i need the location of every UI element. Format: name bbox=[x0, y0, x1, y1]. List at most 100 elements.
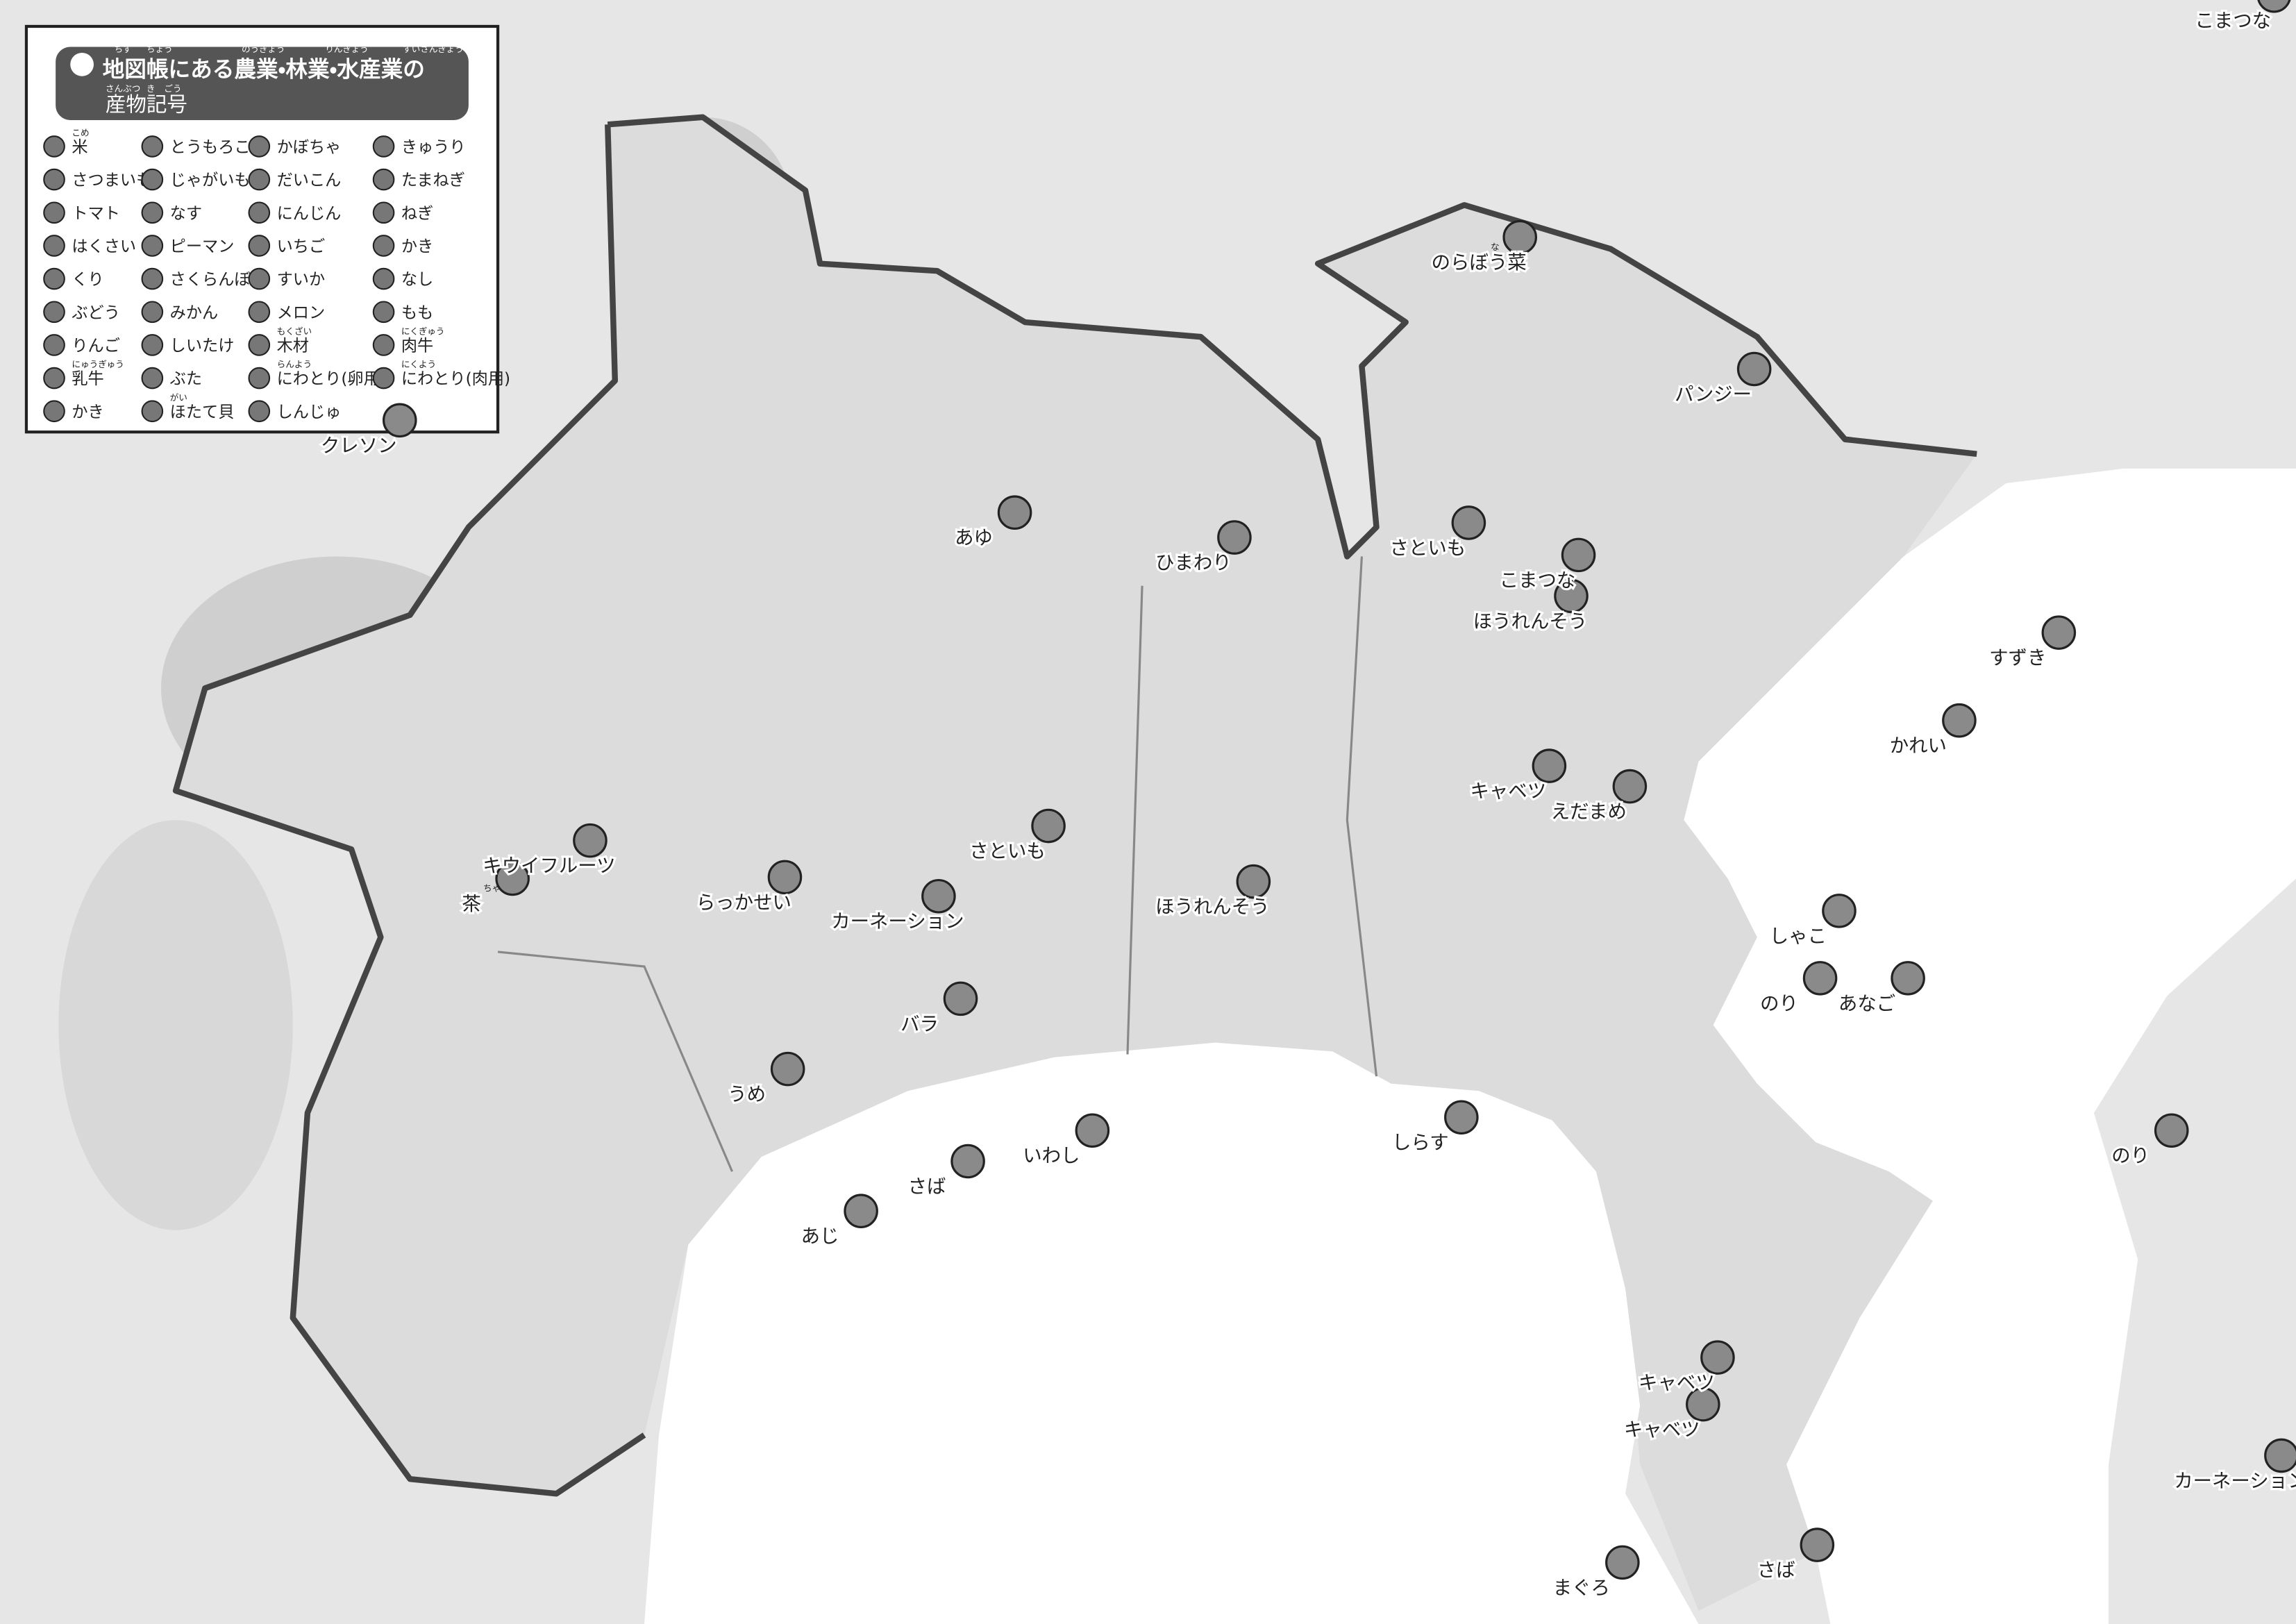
legend-icon bbox=[248, 201, 271, 224]
legend-label: ほたて貝 bbox=[170, 403, 235, 421]
legend-label: 肉牛 bbox=[401, 337, 433, 355]
legend-label: きゅうり bbox=[401, 138, 466, 157]
product-icon bbox=[1822, 894, 1857, 928]
legend-icon bbox=[43, 301, 65, 324]
legend-label: ねぎ bbox=[401, 204, 433, 223]
product-icon bbox=[1444, 1100, 1479, 1135]
legend: 地図帳にある農業・林業・水産業の ちず ちょう のうぎょう りんぎょう すいさんぎょう産物… bbox=[43, 44, 510, 423]
legend-icon bbox=[248, 301, 271, 324]
map-label: しらす bbox=[1392, 1132, 1449, 1154]
ruby: ちゃ bbox=[483, 883, 501, 894]
product-icon bbox=[573, 823, 607, 858]
legend-icon bbox=[141, 301, 164, 324]
legend-label: なし bbox=[401, 270, 433, 289]
map-label: キャベツ bbox=[1624, 1419, 1700, 1441]
legend-label: ぶた bbox=[170, 369, 202, 388]
ruby: な bbox=[1491, 242, 1500, 252]
legend-icon bbox=[248, 135, 271, 158]
product-icon bbox=[943, 981, 978, 1016]
map-label: ひまわり bbox=[1155, 553, 1232, 574]
legend-label: いちご bbox=[277, 237, 326, 256]
product-icon bbox=[1800, 1527, 1835, 1562]
map-label: さば bbox=[1757, 1560, 1795, 1582]
product-icon bbox=[1942, 703, 1977, 738]
legend-label: だいこん bbox=[277, 171, 342, 190]
product-icon bbox=[1736, 351, 1772, 387]
legend-label: かぼちゃ bbox=[277, 138, 342, 157]
legend-icon bbox=[43, 135, 65, 158]
legend-label: しんじゅ bbox=[277, 403, 342, 421]
map-label: さば bbox=[908, 1176, 946, 1198]
ruby: のうぎょう bbox=[242, 44, 285, 54]
map-label: こまつな bbox=[1500, 570, 1576, 592]
legend-icon bbox=[141, 235, 164, 257]
legend-icon bbox=[43, 201, 65, 224]
legend-subtitle: 産物記号 bbox=[106, 92, 187, 116]
map-label: あゆ bbox=[955, 528, 993, 549]
product-icon bbox=[1031, 808, 1066, 844]
map-label: さといも bbox=[969, 841, 1046, 862]
map-label: カーネーション bbox=[831, 911, 964, 932]
product-icon bbox=[767, 860, 803, 895]
ruby: すいさんぎょう bbox=[403, 44, 464, 54]
product-icon bbox=[1554, 578, 1589, 614]
product-icon bbox=[1612, 769, 1648, 804]
map-label: クレソン bbox=[321, 435, 397, 457]
legend-label: さつまいも bbox=[72, 171, 152, 190]
legend-icon bbox=[141, 201, 164, 224]
ruby: がい bbox=[170, 392, 187, 403]
legend-icon bbox=[372, 168, 395, 191]
product-icon bbox=[1451, 505, 1486, 540]
legend-icon bbox=[43, 168, 65, 191]
legend-icon bbox=[43, 235, 65, 257]
legend-box bbox=[24, 24, 500, 434]
product-icon bbox=[1075, 1113, 1110, 1148]
ruby: き bbox=[146, 83, 156, 94]
legend-icon bbox=[248, 367, 271, 390]
product-icon bbox=[495, 861, 530, 896]
map-label: さといも bbox=[1390, 537, 1466, 559]
product-icon bbox=[1217, 520, 1252, 555]
legend-icon bbox=[372, 301, 395, 324]
legend-icon bbox=[248, 267, 271, 290]
product-icon bbox=[950, 1144, 985, 1179]
product-icon bbox=[1502, 219, 1537, 255]
legend-icon bbox=[248, 235, 271, 257]
legend-label: かき bbox=[401, 237, 433, 256]
map-label: ほうれんそう bbox=[1473, 611, 1587, 633]
map-label: のらぼう菜 bbox=[1432, 252, 1527, 274]
legend-icon bbox=[372, 367, 395, 390]
product-icon bbox=[1236, 864, 1271, 899]
legend-icon bbox=[372, 201, 395, 224]
legend-icon bbox=[141, 135, 164, 158]
legend-icon bbox=[248, 334, 271, 356]
product-icon bbox=[382, 403, 417, 438]
map-label: すずき bbox=[1989, 648, 2046, 669]
map-label: のり bbox=[1760, 993, 1798, 1014]
map-label: うめ bbox=[728, 1084, 766, 1105]
map-label: こまつな bbox=[2195, 10, 2271, 32]
prefecture-border bbox=[172, 114, 1977, 1497]
product-icon bbox=[2041, 615, 2077, 650]
ruby: にゅうぎゅう bbox=[72, 359, 124, 369]
product-icon bbox=[1532, 748, 1567, 783]
legend-label: にんじん bbox=[277, 204, 342, 223]
legend-icon bbox=[43, 367, 65, 390]
map-label: キウイフルーツ bbox=[483, 855, 615, 877]
map-label: キャベツ bbox=[1470, 781, 1547, 803]
legend-label: にわとり(卵用) bbox=[277, 369, 386, 388]
ruby: ちず bbox=[115, 44, 132, 54]
legend-label: ピーマン bbox=[170, 237, 235, 256]
product-icon bbox=[1605, 1545, 1640, 1580]
legend-icon bbox=[248, 400, 271, 423]
map-label: まぐろ bbox=[1553, 1577, 1610, 1599]
ruby: にくぎゅう bbox=[401, 326, 445, 336]
legend-label: みかん bbox=[170, 303, 219, 322]
legend-label: はくさい bbox=[72, 237, 136, 256]
legend-label: しいたけ bbox=[170, 337, 235, 355]
legend-label: じゃがいも bbox=[170, 171, 251, 190]
product-icon bbox=[921, 878, 956, 914]
product-icon bbox=[770, 1051, 805, 1087]
ruby: さんぶつ bbox=[106, 83, 141, 94]
legend-label: メロン bbox=[277, 303, 326, 322]
